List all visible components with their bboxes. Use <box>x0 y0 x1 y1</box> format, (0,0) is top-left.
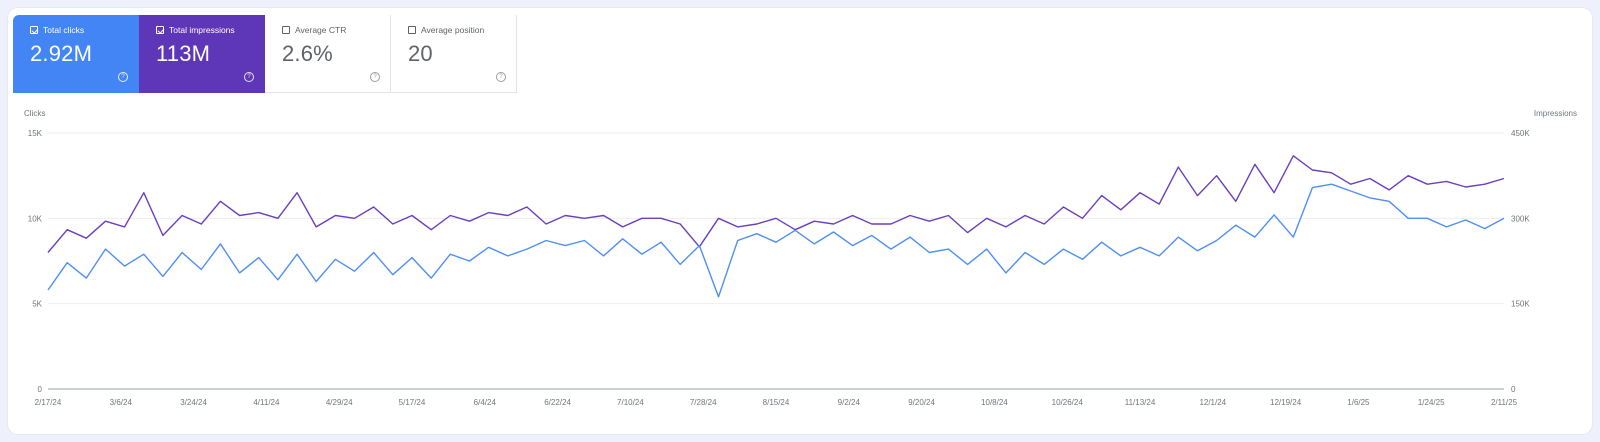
right-axis-tick-label: 450K <box>1511 129 1530 138</box>
x-axis-tick-label: 12/19/24 <box>1270 398 1302 407</box>
left-axis-tick-label: 5K <box>32 300 42 309</box>
checkbox-unchecked-icon[interactable] <box>282 26 290 34</box>
x-axis-tick-label: 11/13/24 <box>1125 398 1156 407</box>
checkbox-checked-icon[interactable] <box>30 26 38 34</box>
metric-value: 2.92M <box>30 41 93 66</box>
metric-label: Average position <box>421 25 485 35</box>
metric-value: 20 <box>408 41 433 66</box>
x-axis-tick-label: 1/6/25 <box>1347 398 1370 407</box>
metric-total-clicks[interactable]: Total clicks 2.92M ? <box>13 15 139 93</box>
x-axis-tick-label: 1/24/25 <box>1418 398 1445 407</box>
metric-tabs: Total clicks 2.92M ? Total impressions 1… <box>13 15 517 93</box>
series-line-impressions <box>47 155 1505 253</box>
x-axis-tick-label: 12/1/24 <box>1199 398 1226 407</box>
metric-label: Average CTR <box>295 25 347 35</box>
right-axis-tick-label: 150K <box>1511 300 1530 309</box>
x-axis-tick-label: 6/4/24 <box>474 398 497 407</box>
series-line-clicks <box>47 183 1505 298</box>
question-circle-icon[interactable]: ? <box>496 72 506 82</box>
right-axis-title: Impressions <box>1534 109 1577 118</box>
metric-average-ctr[interactable]: Average CTR 2.6% ? <box>265 15 391 93</box>
metric-average-position[interactable]: Average position 20 ? <box>391 15 517 93</box>
x-axis-tick-label: 5/17/24 <box>399 398 426 407</box>
x-axis-tick-label: 9/20/24 <box>908 398 935 407</box>
performance-line-chart: Clicks Impressions 0 0 5K 150K 10K 300K 15K 450… <box>24 109 1577 407</box>
left-axis-tick-label: 0 <box>38 385 43 394</box>
x-axis-tick-label: 6/22/24 <box>544 398 571 407</box>
left-axis-title: Clicks <box>24 109 45 118</box>
left-axis-tick-label: 15K <box>28 129 43 138</box>
x-axis-tick-label: 3/24/24 <box>180 398 207 407</box>
right-axis-tick-label: 300K <box>1511 214 1530 223</box>
left-axis-tick-label: 10K <box>28 214 43 223</box>
x-axis-tick-label: 9/2/24 <box>838 398 861 407</box>
x-axis-tick-label: 10/8/24 <box>981 398 1008 407</box>
x-axis-tick-label: 2/17/24 <box>35 398 62 407</box>
question-circle-icon[interactable]: ? <box>244 72 254 82</box>
x-axis-tick-label: 10/26/24 <box>1052 398 1084 407</box>
x-axis-tick-label: 4/11/24 <box>253 398 280 407</box>
performance-card: Total clicks 2.92M ? Total impressions 1… <box>8 8 1592 434</box>
x-axis-tick-label: 4/29/24 <box>326 398 353 407</box>
metric-value: 113M <box>156 41 211 66</box>
checkbox-unchecked-icon[interactable] <box>408 26 416 34</box>
metric-total-impressions[interactable]: Total impressions 113M ? <box>139 15 265 93</box>
x-axis-tick-label: 8/15/24 <box>763 398 790 407</box>
x-axis-tick-label: 2/11/25 <box>1491 398 1518 407</box>
checkbox-checked-icon[interactable] <box>156 26 164 34</box>
x-axis-tick-label: 7/28/24 <box>690 398 717 407</box>
x-axis-tick-label: 7/10/24 <box>617 398 644 407</box>
metric-label: Total clicks <box>43 25 85 35</box>
metric-label: Total impressions <box>169 25 235 35</box>
right-axis-tick-label: 0 <box>1511 385 1516 394</box>
question-circle-icon[interactable]: ? <box>118 72 128 82</box>
metric-value: 2.6% <box>282 41 333 66</box>
x-axis-tick-label: 3/6/24 <box>110 398 133 407</box>
question-circle-icon[interactable]: ? <box>370 72 380 82</box>
